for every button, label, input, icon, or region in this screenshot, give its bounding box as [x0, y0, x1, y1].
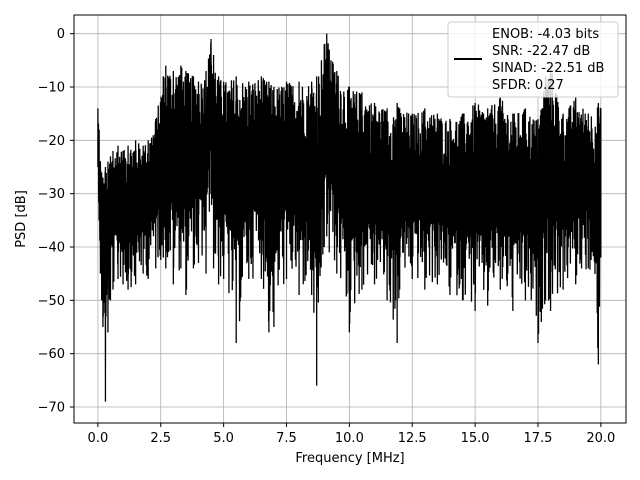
x-tick-label-8: 20.0: [586, 431, 615, 446]
x-tick-label-5: 12.5: [398, 431, 427, 446]
y-tick-label-5: −50: [38, 294, 65, 309]
plot-area: [97, 33, 602, 402]
legend-line-snr: SNR: -22.47 dB: [492, 44, 590, 59]
x-axis-label: Frequency [MHz]: [295, 451, 404, 466]
y-tick-label-3: −30: [38, 187, 65, 202]
y-tick-label-6: −60: [38, 347, 65, 362]
y-axis-ticks: 0 −10 −20 −30 −40 −50 −60 −70: [38, 27, 74, 416]
legend-line-sinad: SINAD: -22.51 dB: [492, 61, 604, 76]
x-tick-label-2: 5.0: [213, 431, 234, 446]
x-tick-label-4: 10.0: [335, 431, 364, 446]
x-tick-label-1: 2.5: [150, 431, 171, 446]
x-tick-label-0: 0.0: [88, 431, 109, 446]
y-axis-label: PSD [dB]: [14, 190, 29, 248]
plot-frame: [73, 14, 627, 424]
y-tick-label-4: −40: [38, 241, 65, 256]
y-tick-label-2: −20: [38, 134, 65, 149]
x-tick-label-3: 7.5: [276, 431, 297, 446]
y-tick-label-1: −10: [38, 81, 65, 96]
legend: ENOB: -4.03 bits SNR: -22.47 dB SINAD: -…: [447, 21, 619, 98]
y-tick-label-7: −70: [38, 401, 65, 416]
psd-trace: [97, 33, 602, 402]
x-tick-label-7: 17.5: [524, 431, 553, 446]
y-tick-label-0: 0: [57, 27, 65, 42]
legend-line-sfdr: SFDR: 0.27: [492, 78, 564, 93]
legend-box: [447, 21, 619, 98]
legend-line-enob: ENOB: -4.03 bits: [492, 27, 599, 42]
x-axis-ticks: 0.0 2.5 5.0 7.5 10.0 12.5 15.0 17.5 20.0: [88, 423, 615, 446]
x-tick-label-6: 15.0: [461, 431, 490, 446]
